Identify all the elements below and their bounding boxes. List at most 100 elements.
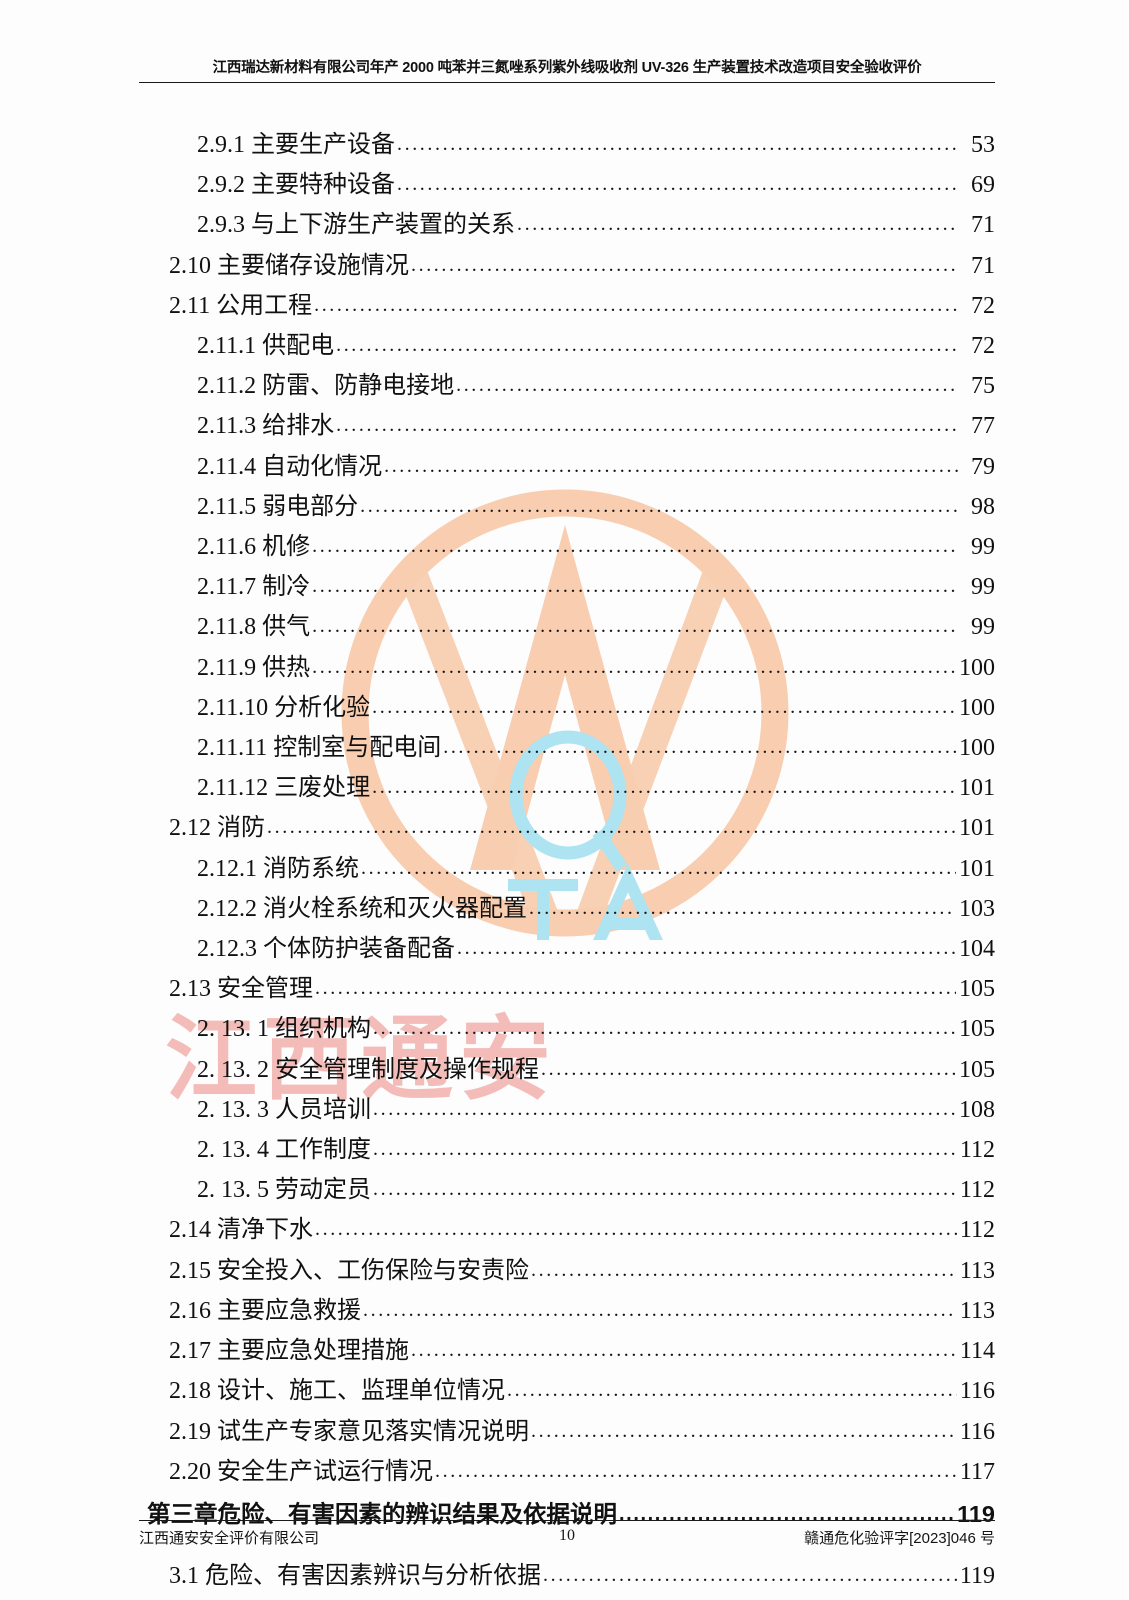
toc-entry-label: 2.12.1 消防系统 bbox=[197, 855, 359, 882]
toc-leader-dots: ........................................… bbox=[372, 695, 956, 718]
toc-leader-dots: ........................................… bbox=[384, 454, 958, 477]
toc-entry-label: 2. 13. 2 安全管理制度及操作规程 bbox=[197, 1056, 539, 1083]
toc-entry-label: 2.16 主要应急救援 bbox=[169, 1297, 361, 1324]
toc-entry[interactable]: 2.11.7 制冷...............................… bbox=[139, 568, 995, 608]
toc-entry[interactable]: 2.19 试生产专家意见落实情况说明......................… bbox=[139, 1413, 995, 1453]
toc-entry-label: 2.11.6 机修 bbox=[197, 534, 311, 561]
toc-entry[interactable]: 2.11.5 弱电部分.............................… bbox=[139, 488, 995, 528]
toc-entry[interactable]: 2.11.9 供热...............................… bbox=[139, 649, 995, 689]
toc-leader-dots: ........................................… bbox=[435, 1459, 957, 1482]
table-of-contents: 2.9.1 主要生产设备............................… bbox=[139, 126, 995, 1600]
toc-entry-label: 2.11.11 控制室与配电间 bbox=[197, 735, 442, 762]
toc-entry-label: 2.13 安全管理 bbox=[169, 976, 313, 1003]
toc-entry-label: 2. 13. 5 劳动定员 bbox=[197, 1177, 371, 1204]
toc-entry[interactable]: 2.11.10 分析化验............................… bbox=[139, 689, 995, 729]
toc-entry[interactable]: 2.9.2 主要特种设备............................… bbox=[139, 166, 995, 206]
toc-entry[interactable]: 2.16 主要应急救援.............................… bbox=[139, 1292, 995, 1332]
toc-entry[interactable]: 2.10 主要储存设施情况...........................… bbox=[139, 247, 995, 287]
toc-entry[interactable]: 2.20 安全生产试运行情况..........................… bbox=[139, 1453, 995, 1493]
toc-entry[interactable]: 2.12.2 消火栓系统和灭火器配置......................… bbox=[139, 890, 995, 930]
toc-entry[interactable]: 2.12 消防.................................… bbox=[139, 809, 995, 849]
toc-entry-page-number: 77 bbox=[971, 413, 995, 440]
footer-company-name: 江西通安安全评价有限公司 bbox=[139, 1530, 320, 1547]
toc-entry[interactable]: 2.11.1 供配电..............................… bbox=[139, 327, 995, 367]
toc-entry[interactable]: 2.11.8 供气...............................… bbox=[139, 608, 995, 648]
toc-entry[interactable]: 2.11.3 给排水..............................… bbox=[139, 407, 995, 447]
toc-leader-dots: ........................................… bbox=[517, 213, 958, 236]
toc-leader-dots: ........................................… bbox=[471, 1596, 956, 1600]
toc-entry-page-number: 104 bbox=[959, 936, 995, 963]
toc-leader-dots: ........................................… bbox=[373, 1097, 956, 1120]
toc-entry-label: 2. 13. 1 组织机构 bbox=[197, 1016, 371, 1043]
toc-entry[interactable]: 3.1 危险、有害因素辨识与分析依据......................… bbox=[139, 1557, 995, 1597]
toc-entry-page-number: 99 bbox=[971, 534, 995, 561]
toc-leader-dots: ........................................… bbox=[507, 1379, 957, 1402]
toc-entry-page-number: 98 bbox=[971, 493, 995, 520]
toc-entry[interactable]: 2.17 主要应急处理措施...........................… bbox=[139, 1332, 995, 1372]
toc-entry[interactable]: 2.9.3 与上下游生产装置的关系.......................… bbox=[139, 206, 995, 246]
toc-leader-dots: ........................................… bbox=[373, 1017, 956, 1040]
toc-entry-page-number: 117 bbox=[959, 1458, 995, 1485]
page-header: 江西瑞达新材料有限公司年产 2000 吨苯并三氮唑系列紫外线吸收剂 UV-326… bbox=[139, 56, 995, 83]
toc-entry[interactable]: 2.13 安全管理...............................… bbox=[139, 970, 995, 1010]
toc-entry-label: 2.11.3 给排水 bbox=[197, 413, 335, 440]
toc-entry-label: 2.15 安全投入、工伤保险与安责险 bbox=[169, 1257, 529, 1284]
toc-entry-page-number: 53 bbox=[971, 132, 995, 158]
toc-entry-page-number: 101 bbox=[959, 775, 995, 802]
toc-leader-dots: ........................................… bbox=[312, 535, 958, 558]
header-divider bbox=[139, 82, 995, 83]
toc-leader-dots: ........................................… bbox=[312, 575, 958, 598]
toc-entry[interactable]: 2.11.2 防雷、防静电接地.........................… bbox=[139, 367, 995, 407]
toc-entry[interactable]: 2. 13. 5 劳动定员...........................… bbox=[139, 1171, 995, 1211]
toc-entry-label: 3.1 危险、有害因素辨识与分析依据 bbox=[169, 1562, 541, 1589]
toc-entry-label: 2.10 主要储存设施情况 bbox=[169, 252, 409, 279]
toc-entry[interactable]: 2.18 设计、施工、监理单位情况.......................… bbox=[139, 1372, 995, 1412]
toc-entry-page-number: 105 bbox=[959, 1056, 995, 1083]
toc-entry-label: 2.11.8 供气 bbox=[197, 614, 311, 641]
toc-entry-page-number: 71 bbox=[971, 212, 995, 239]
toc-entry[interactable]: 2.11.11 控制室与配电间.........................… bbox=[139, 729, 995, 769]
page-footer: 江西通安安全评价有限公司 10 赣通危化验评字[2023]046 号 bbox=[139, 1520, 995, 1548]
toc-entry-label: 2.11.12 三废处理 bbox=[197, 775, 371, 802]
toc-entry[interactable]: 2.12.1 消防系统.............................… bbox=[139, 850, 995, 890]
toc-entry-page-number: 71 bbox=[971, 252, 995, 279]
toc-entry[interactable]: 2.12.3 个体防护装备配备.........................… bbox=[139, 930, 995, 970]
toc-leader-dots: ........................................… bbox=[397, 133, 958, 155]
toc-entry[interactable]: 2.9.1 主要生产设备............................… bbox=[139, 126, 995, 166]
toc-entry-page-number: 100 bbox=[959, 735, 995, 762]
toc-entry[interactable]: 2.11.6 机修...............................… bbox=[139, 528, 995, 568]
toc-entry[interactable]: 2.15 安全投入、工伤保险与安责险......................… bbox=[139, 1252, 995, 1292]
toc-leader-dots: ........................................… bbox=[541, 1057, 956, 1080]
toc-entry[interactable]: 2. 13. 1 组织机构...........................… bbox=[139, 1010, 995, 1050]
toc-leader-dots: ........................................… bbox=[312, 655, 956, 678]
toc-entry[interactable]: 2.11.4 自动化情况............................… bbox=[139, 448, 995, 488]
toc-entry-label: 第三章危险、有害因素的辨识结果及依据说明 bbox=[147, 1500, 617, 1527]
toc-leader-dots: ........................................… bbox=[411, 253, 958, 276]
toc-entry-label: 2.9.1 主要生产设备 bbox=[197, 132, 395, 158]
toc-entry[interactable]: 2.11 公用工程...............................… bbox=[139, 287, 995, 327]
toc-entry-page-number: 113 bbox=[959, 1297, 995, 1324]
toc-leader-dots: ........................................… bbox=[529, 896, 956, 919]
toc-entry-label: 2.12.2 消火栓系统和灭火器配置 bbox=[197, 895, 527, 922]
toc-leader-dots: ........................................… bbox=[373, 1178, 957, 1201]
toc-entry[interactable]: 2. 13. 2 安全管理制度及操作规程....................… bbox=[139, 1051, 995, 1091]
toc-entry-page-number: 112 bbox=[959, 1217, 995, 1244]
toc-leader-dots: ........................................… bbox=[411, 1339, 957, 1362]
toc-entry-page-number: 99 bbox=[971, 614, 995, 641]
toc-leader-dots: ........................................… bbox=[363, 1298, 957, 1321]
toc-entry-page-number: 75 bbox=[971, 373, 995, 400]
toc-entry-page-number: 105 bbox=[959, 976, 995, 1003]
toc-leader-dots: ........................................… bbox=[267, 816, 956, 839]
toc-entry[interactable]: 2.11.12 三废处理............................… bbox=[139, 769, 995, 809]
toc-entry[interactable]: 2. 13. 3 人员培训...........................… bbox=[139, 1091, 995, 1131]
toc-entry[interactable]: 第三章危险、有害因素的辨识结果及依据说明....................… bbox=[139, 1493, 995, 1537]
toc-entry[interactable]: 2.14 清净下水...............................… bbox=[139, 1211, 995, 1251]
toc-leader-dots: ........................................… bbox=[314, 293, 958, 316]
toc-entry[interactable]: 2. 13. 4 工作制度...........................… bbox=[139, 1131, 995, 1171]
toc-leader-dots: ........................................… bbox=[373, 1138, 957, 1161]
toc-leader-dots: ........................................… bbox=[336, 414, 958, 437]
toc-entry-page-number: 101 bbox=[959, 855, 995, 882]
toc-entry-page-number: 72 bbox=[971, 333, 995, 360]
toc-leader-dots: ........................................… bbox=[456, 374, 958, 397]
